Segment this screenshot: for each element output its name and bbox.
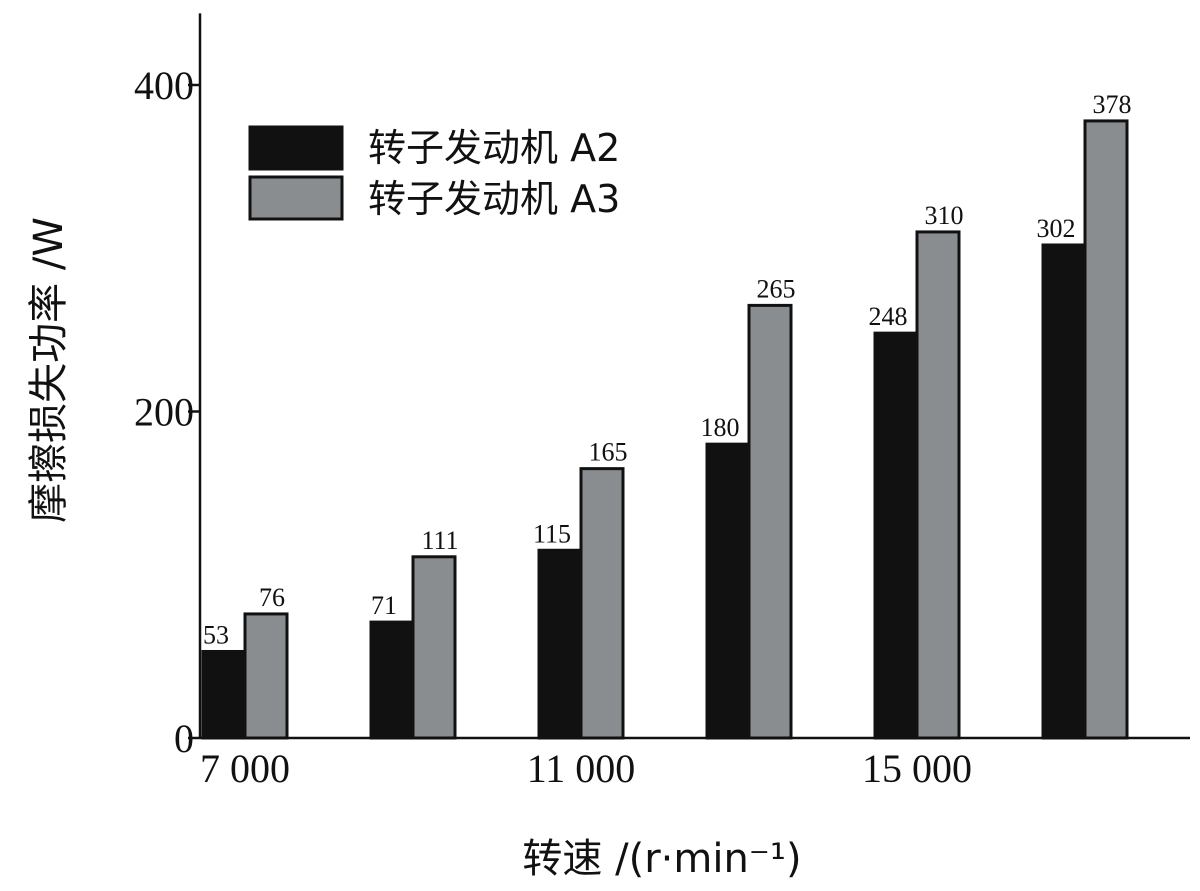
data-label: 248 (869, 302, 908, 331)
bar-a3 (411, 555, 457, 740)
y-tick-label: 400 (134, 63, 194, 108)
data-label: 265 (757, 274, 796, 303)
legend-label-a3: 转子发动机 A3 (368, 177, 620, 221)
bar-a2 (537, 548, 583, 740)
x-tick-label: 15 000 (862, 746, 972, 791)
bar-a3 (915, 230, 961, 740)
bar-a2 (369, 620, 415, 740)
data-label: 76 (259, 583, 285, 612)
data-label: 310 (925, 201, 964, 230)
y-tick-label: 200 (134, 390, 194, 435)
bar-a2 (1041, 243, 1087, 740)
data-label: 378 (1093, 90, 1132, 119)
data-label: 165 (589, 438, 628, 467)
legend-label-a2: 转子发动机 A2 (368, 126, 620, 170)
legend-swatch-a3 (248, 175, 344, 221)
bar-a2 (873, 331, 919, 740)
bar-a3 (243, 612, 289, 740)
bar-a3 (579, 467, 625, 740)
x-tick-label: 7 000 (200, 746, 290, 791)
bar-a3 (747, 303, 793, 740)
data-label: 302 (1037, 214, 1076, 243)
data-label: 180 (701, 413, 740, 442)
data-label: 71 (371, 591, 397, 620)
bar-a3 (1083, 119, 1129, 740)
data-labels: 53 76 71 111 115 165 180 265 248 310 302 378 (203, 90, 1132, 650)
legend-swatch-a2 (248, 125, 344, 171)
x-axis-title: 转速 /(r·min⁻¹) (522, 836, 801, 882)
x-tick-label: 11 000 (527, 746, 636, 791)
y-tick-label: 0 (174, 716, 194, 761)
data-label: 111 (421, 526, 458, 555)
bars (201, 119, 1129, 740)
bar-a2 (705, 442, 751, 740)
axes (188, 13, 1190, 740)
bar-a2 (201, 649, 247, 740)
legend: 转子发动机 A2 转子发动机 A3 (248, 125, 620, 221)
y-axis-title: 摩擦损失功率 /W (26, 217, 72, 523)
data-label: 115 (533, 519, 571, 548)
tick-labels: 0 200 400 7 000 11 000 15 000 (134, 63, 972, 791)
data-label: 53 (203, 620, 229, 649)
